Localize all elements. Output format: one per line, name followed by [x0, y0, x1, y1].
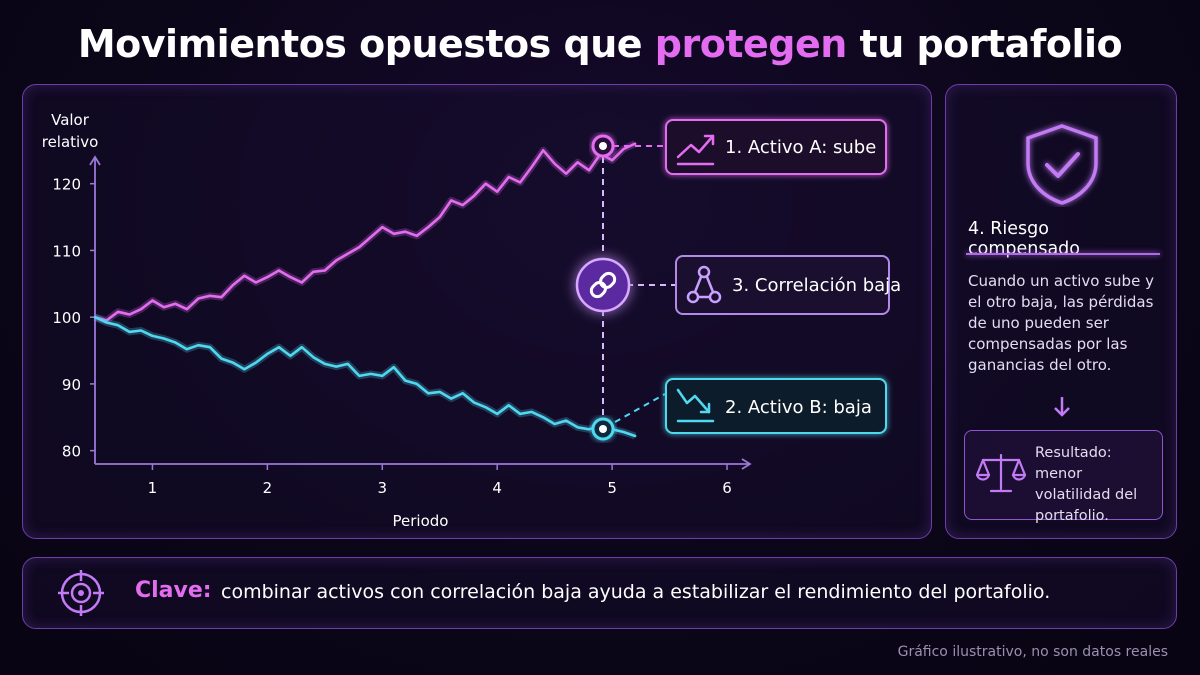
- asset-a-endpoint-dot: [599, 142, 607, 150]
- chart-axes: 80 90 100 110 120 1 2 3 4 5 6 Valor relativo Periodo: [42, 111, 752, 530]
- x-tick-label: 2: [263, 479, 273, 497]
- risk-panel: 4. Riesgo compensado Cuando un activo su…: [945, 84, 1177, 539]
- key-panel: Clave: combinar activos con correlación …: [22, 557, 1177, 629]
- target-icon: [58, 570, 104, 616]
- risk-description: Cuando un activo sube y el otro baja, la…: [968, 272, 1154, 374]
- link-icon: [575, 257, 631, 313]
- asset-b-endpoint-dot: [599, 425, 607, 433]
- label-correlation: 3. Correlación baja: [732, 275, 901, 296]
- y-axis-label-line: relativo: [42, 133, 99, 151]
- chart-svg: 80 90 100 110 120 1 2 3 4 5 6 Valor relativo Periodo: [42, 111, 901, 530]
- x-tick-label: 1: [148, 479, 158, 497]
- y-tick-label: 80: [62, 443, 81, 461]
- x-tick-label: 3: [378, 479, 388, 497]
- y-tick-label: 90: [62, 376, 81, 394]
- x-tick-label: 4: [492, 479, 502, 497]
- x-tick-label: 5: [607, 479, 617, 497]
- footnote: Gráfico ilustrativo, no son datos reales: [897, 644, 1168, 660]
- key-label: Clave:: [135, 578, 212, 603]
- y-tick-label: 100: [52, 309, 81, 327]
- shield-check-icon: [1026, 124, 1098, 205]
- chart-callouts: 1. Activo A: sube 3. Correlación baja 2.…: [575, 119, 901, 441]
- title-part-1: Movimientos opuestos que: [77, 22, 655, 66]
- trend-up-icon: [676, 134, 715, 166]
- series-line-asset-b: [93, 315, 637, 438]
- label-asset-b: 2. Activo B: baja: [725, 397, 872, 418]
- arrow-down-icon: [1054, 397, 1070, 417]
- connector-b: [614, 393, 666, 423]
- x-axis-arrow: [741, 458, 752, 470]
- title-part-2: tu portafolio: [846, 22, 1123, 66]
- y-axis-label: Valor relativo: [42, 111, 99, 151]
- chart-panel: 80 90 100 110 120 1 2 3 4 5 6 Valor relativo Periodo: [22, 84, 932, 539]
- series-line-asset-b-glow: [93, 314, 637, 440]
- result-text: Resultado: menor volatilidad del portafo…: [1035, 445, 1138, 524]
- result-box: Resultado: menor volatilidad del portafo…: [964, 430, 1163, 524]
- label-box-asset-a: [665, 119, 887, 175]
- risk-divider: [966, 253, 1160, 255]
- y-tick-label: 120: [52, 176, 81, 194]
- label-box-asset-b: [665, 378, 887, 434]
- y-axis-arrow: [89, 155, 101, 166]
- network-icon: [686, 265, 722, 304]
- chart-series: [93, 140, 637, 440]
- y-tick-label: 110: [52, 242, 81, 260]
- series-line-asset-a-glow: [94, 140, 637, 324]
- key-text: combinar activos con correlación baja ay…: [221, 581, 1051, 603]
- page-title: Movimientos opuestos que protegen tu por…: [0, 22, 1200, 66]
- title-highlight: protegen: [654, 22, 848, 66]
- x-axis-label: Periodo: [393, 512, 449, 530]
- label-box-correlation: [675, 255, 890, 315]
- label-asset-a: 1. Activo A: sube: [725, 137, 876, 158]
- x-tick-label: 6: [722, 479, 732, 497]
- trend-down-icon: [676, 388, 715, 423]
- y-axis-label-line: Valor: [51, 111, 90, 129]
- scale-icon: [975, 453, 1027, 493]
- series-line-asset-a: [93, 142, 637, 322]
